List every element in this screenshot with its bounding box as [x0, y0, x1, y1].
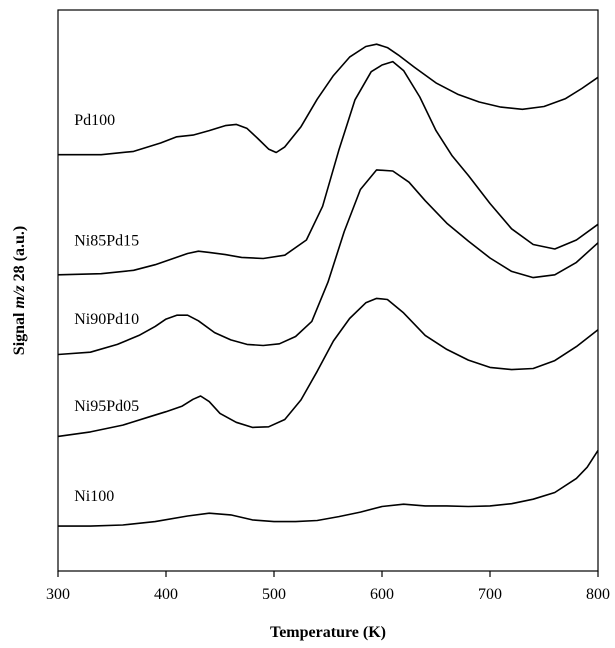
series-label-pd100: Pd100	[74, 112, 115, 129]
series-label-ni90pd10: Ni90Pd10	[74, 311, 139, 328]
series-curves	[57, 43, 599, 527]
series-line-ni90pd10	[57, 169, 599, 356]
plot-frame	[57, 9, 599, 572]
series-label-ni100: Ni100	[74, 488, 114, 505]
series-line-ni95pd05	[57, 297, 599, 438]
y-axis-label: Signal m/z 28 (a.u.)	[11, 226, 28, 355]
x-axis-ticks: 300 400 500 600 700 800	[46, 571, 610, 603]
series-line-ni85pd15	[57, 60, 599, 276]
series-label-ni95pd05: Ni95Pd05	[74, 398, 139, 415]
x-tick-label: 400	[154, 586, 178, 603]
series-labels: Pd100 Ni85Pd15 Ni90Pd10 Ni95Pd05 Ni100	[74, 112, 139, 505]
x-tick-label: 500	[262, 586, 286, 603]
x-tick-label: 800	[586, 586, 610, 603]
y-axis-label-quantity: m/z	[11, 285, 28, 309]
series-line-ni100	[58, 449, 599, 527]
x-tick-label: 300	[46, 586, 70, 603]
x-tick-label: 700	[478, 586, 502, 603]
series-label-ni85pd15: Ni85Pd15	[74, 233, 139, 250]
x-axis-label: Temperature (K)	[270, 624, 386, 641]
series-line-pd100	[58, 43, 599, 156]
y-axis-label-suffix: 28 (a.u.)	[11, 226, 28, 286]
y-axis-label-prefix: Signal	[11, 309, 28, 356]
x-tick-label: 600	[370, 586, 394, 603]
